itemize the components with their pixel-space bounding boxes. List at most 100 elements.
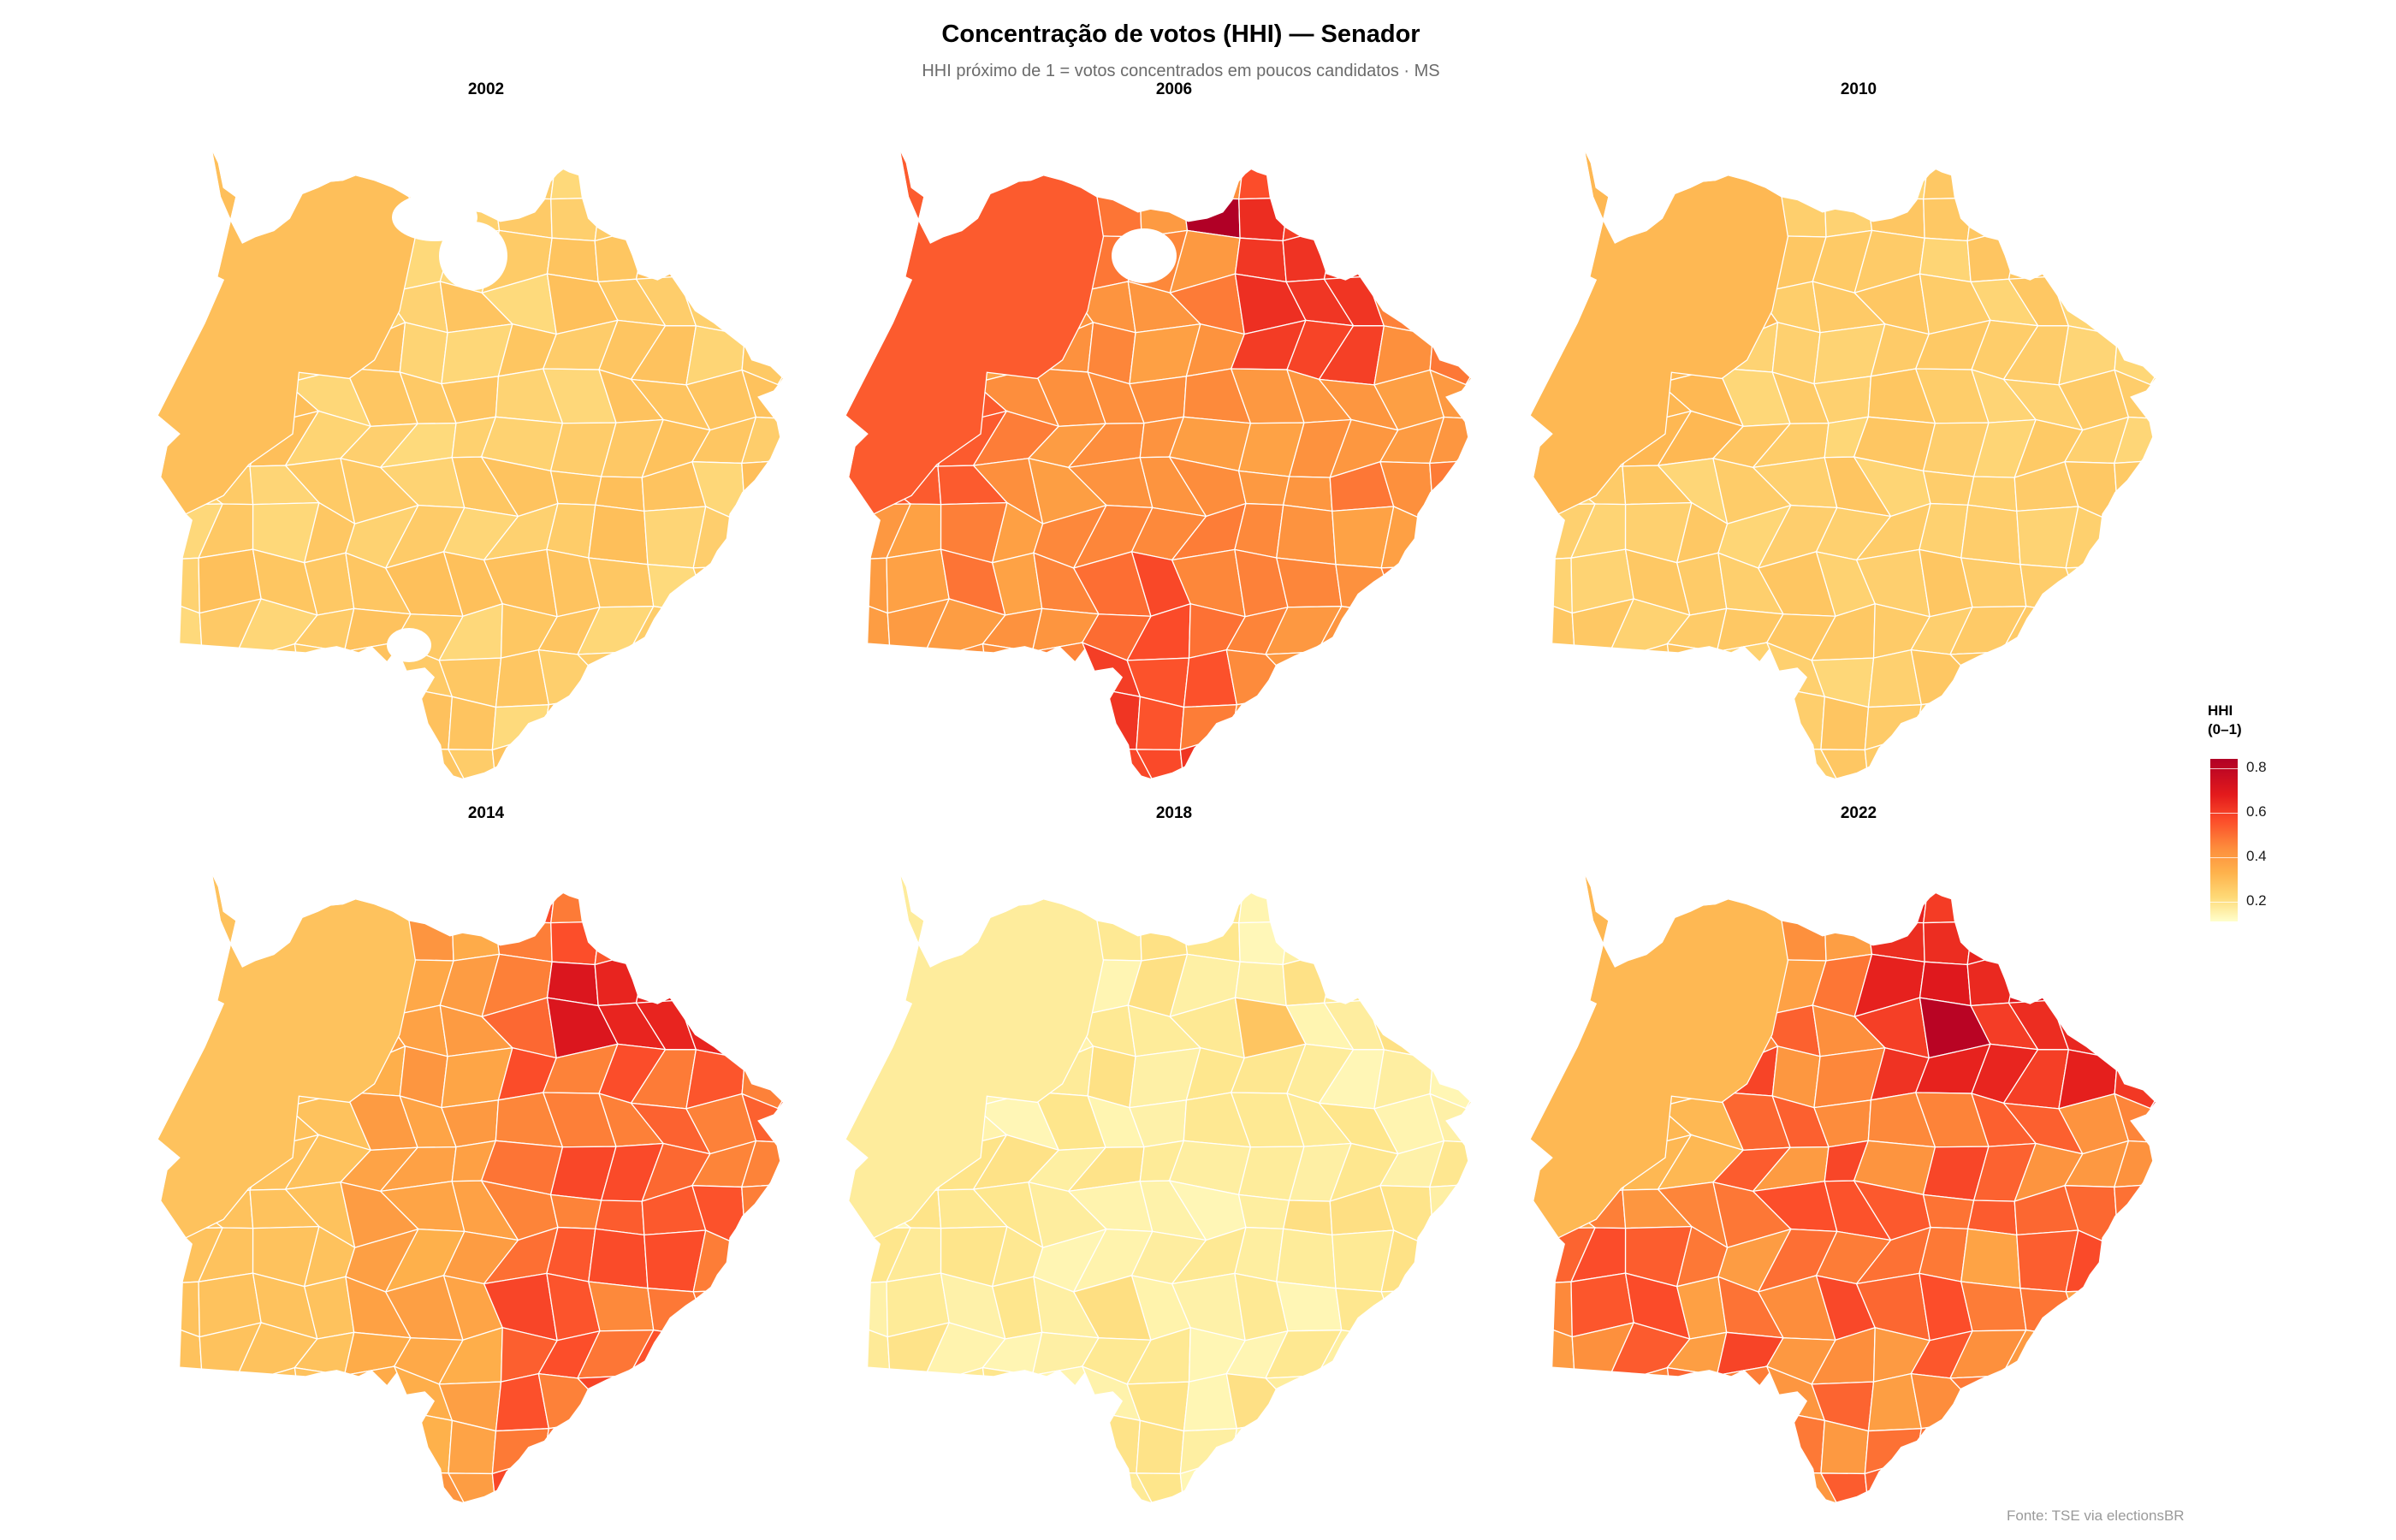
municipality [635,226,700,280]
municipality [234,753,316,779]
municipality [922,1477,1004,1503]
municipality [1323,950,1388,1004]
municipality [281,781,364,791]
municipality [157,1459,203,1503]
municipality [789,903,820,966]
municipality [1336,858,1397,924]
municipality [1138,853,1189,867]
municipality [1464,1106,1472,1154]
municipality [1530,557,1573,614]
municipality [845,641,891,702]
municipality [744,1378,784,1427]
municipality [1238,138,1308,200]
municipality [1864,704,1923,751]
municipality [599,134,651,199]
municipality [496,786,560,791]
municipality [1329,1465,1407,1503]
municipality [2120,180,2156,241]
municipality [187,129,260,145]
municipality [2151,459,2156,523]
municipality [2151,1183,2156,1247]
municipality [1329,696,1392,747]
municipality [845,1281,888,1338]
municipality [1137,1507,1188,1514]
municipality [302,853,352,875]
municipality [2000,1370,2077,1423]
municipality [2066,129,2120,145]
municipality [1907,853,1992,875]
municipality [1956,853,2024,875]
municipality [1231,1457,1284,1503]
municipality [2149,382,2156,430]
panel-label: 2022 [1840,804,1877,822]
municipality [738,129,784,140]
municipality [2114,459,2156,525]
municipality [1477,139,1508,192]
municipality [1725,689,1788,751]
legend-tick-label: 0.8 [2246,759,2267,775]
municipality [1530,735,1575,779]
municipality [451,858,501,922]
municipality [1138,129,1189,143]
municipality [187,853,260,868]
municipality [190,1459,264,1503]
municipality [2061,738,2134,779]
municipality [1563,686,1640,756]
municipality [648,858,709,924]
municipality [157,179,212,245]
municipality [394,783,466,791]
panel-label: 2002 [467,80,505,98]
municipality [1604,1366,1676,1426]
legend-tick-mark [2210,768,2238,769]
municipality [394,1507,466,1514]
municipality [1376,1462,1450,1503]
municipality [157,903,212,968]
municipality [157,867,219,912]
municipality [288,697,363,755]
municipality [2068,862,2122,924]
municipality [1381,129,1435,145]
municipality [1530,853,1592,871]
municipality [1225,1372,1306,1430]
municipality [2066,853,2120,869]
municipality [1972,858,2024,923]
municipality [1384,138,1438,200]
municipality [2161,601,2192,663]
municipality [1948,651,2038,700]
municipality [1755,853,1827,872]
municipality [1864,1428,1923,1475]
municipality [1435,732,1472,779]
municipality [2050,952,2138,1016]
municipality [741,459,784,525]
municipality [875,853,948,868]
municipality [496,129,560,139]
municipality [1426,853,1472,864]
municipality [1184,853,1248,863]
municipality [599,858,651,923]
municipality [1331,853,1397,869]
municipality [888,646,956,690]
state-map [1529,830,2192,1503]
municipality [1027,853,1110,872]
municipality [1530,867,1592,912]
municipality [748,701,784,741]
municipality [1336,134,1397,200]
municipality [1476,601,1508,663]
municipality [234,1412,304,1480]
municipality [383,140,454,195]
municipality [550,138,620,200]
municipality [2120,701,2156,741]
municipality [496,1510,560,1514]
municipality [1468,1000,1472,1052]
municipality [1653,781,1736,791]
municipality [1909,780,1967,791]
municipality [580,694,666,743]
municipality [1606,753,1688,779]
municipality [2159,830,2192,874]
municipality [1384,862,1438,924]
municipality [1725,1413,1788,1475]
municipality [1466,418,1472,471]
municipality [2153,1000,2156,1052]
municipality [693,129,747,145]
municipality [845,867,907,912]
